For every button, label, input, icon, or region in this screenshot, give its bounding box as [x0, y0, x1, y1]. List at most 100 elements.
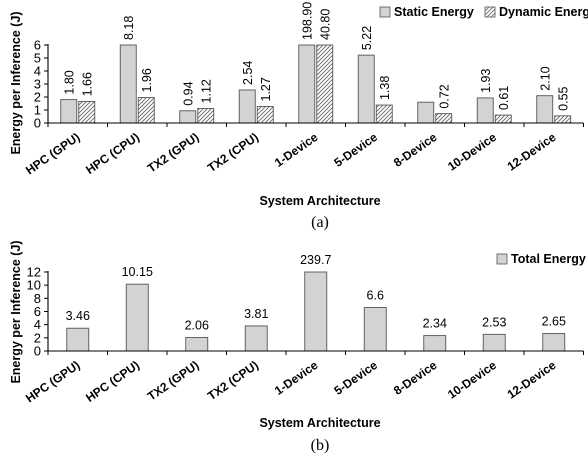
- a-y-tick-label: 6: [34, 38, 41, 53]
- chart-a-x-categories: HPC (GPU) HPC (CPU) TX2 (GPU) TX2 (CPU) 1-De…: [23, 130, 559, 178]
- legend-swatch-dynamic: [484, 6, 496, 18]
- b-bar-total-energy-hpc-cpu: [125, 283, 149, 352]
- b-data-label: 2.06: [185, 318, 209, 332]
- b-x-category-label: 10-Device: [445, 358, 499, 402]
- a-x-category-label: 12-Device: [505, 130, 559, 174]
- b-x-category-label: TX2 (GPU): [145, 358, 202, 404]
- b-bar-total-energy-tx2-cpu: [244, 325, 268, 352]
- caption-b: (b): [311, 437, 330, 454]
- a-data-label: 2.10: [538, 66, 552, 90]
- a-data-label: 1.80: [62, 70, 76, 94]
- chart-b-axes: [47, 271, 584, 355]
- chart-a-data-labels: 1.80 1.66 8.18 1.96 0.94 1.12 2.54 1.27 198.90 40…: [62, 2, 570, 111]
- legend-label-total: Total Energy: [511, 252, 586, 266]
- a-bar-dynamic-energy-hpc-cpu: [137, 97, 155, 124]
- a-x-category-label: 10-Device: [445, 130, 499, 174]
- chart-a-axes: [47, 44, 584, 127]
- b-bar-total-energy-5-device: [363, 307, 387, 352]
- b-data-label: 3.81: [244, 307, 268, 321]
- b-bar-total-energy-10-device: [482, 333, 506, 352]
- chart-b-x-axis-label: System Architecture: [259, 416, 380, 430]
- legend-swatch-static: [379, 6, 391, 18]
- b-y-tick-label: 2: [34, 330, 41, 345]
- b-bar-total-energy-tx2-gpu: [185, 336, 209, 352]
- b-x-category-label: HPC (GPU): [23, 358, 82, 405]
- a-x-category-label: 5-Device: [331, 130, 380, 170]
- a-x-category-label: HPC (CPU): [83, 130, 142, 177]
- a-y-tick-label: 1: [34, 103, 41, 118]
- a-data-label: 8.18: [122, 16, 136, 40]
- b-data-label: 2.34: [423, 317, 447, 331]
- a-bar-dynamic-energy-1-device: [316, 44, 334, 124]
- chart-b-y-axis-label: Energy per Inference (J): [9, 240, 23, 383]
- b-data-label: 239.7: [300, 253, 331, 267]
- chart-b-bars: [66, 271, 566, 352]
- chart-b-data-labels: 3.46 10.15 2.06 3.81 239.7 6.6 2.34 2.53 2.65: [66, 253, 566, 332]
- a-x-category-label: TX2 (CPU): [205, 130, 261, 175]
- chart-a-x-axis-label: System Architecture: [259, 194, 380, 208]
- b-y-tick-label: 10: [27, 278, 41, 293]
- b-y-tick-label: 0: [34, 344, 41, 359]
- a-bar-static-energy-8-device: [417, 101, 435, 124]
- a-x-category-label: 1-Device: [272, 130, 321, 170]
- b-bar-total-energy-12-device: [542, 333, 566, 352]
- a-data-label: 5.22: [360, 26, 374, 50]
- caption-a: (a): [311, 214, 329, 231]
- a-data-label: 1.38: [378, 76, 392, 100]
- legend-swatch-total: [496, 253, 508, 265]
- a-bar-static-energy-5-device: [357, 54, 375, 124]
- a-bar-static-energy-hpc-cpu: [119, 44, 137, 124]
- b-x-category-label: 8-Device: [391, 358, 440, 398]
- a-data-label: 2.54: [241, 61, 255, 85]
- chart-b-legend: Total Energy: [496, 252, 586, 266]
- a-bar-dynamic-energy-10-device: [494, 114, 512, 124]
- b-bar-total-energy-8-device: [423, 335, 447, 352]
- chart-a-y-axis-label: Energy per Inference (J): [9, 11, 23, 154]
- a-x-category-label: HPC (GPU): [23, 130, 82, 177]
- a-bar-static-energy-tx2-gpu: [179, 110, 197, 124]
- chart-a-legend: Static Energy Dynamic Energy: [379, 5, 588, 19]
- b-y-tick-label: 6: [34, 304, 41, 319]
- b-x-category-label: 12-Device: [505, 358, 559, 402]
- b-data-label: 2.53: [482, 315, 506, 329]
- b-y-tick-label: 8: [34, 291, 41, 306]
- a-x-category-label: TX2 (GPU): [145, 130, 202, 176]
- b-data-label: 6.6: [367, 289, 384, 303]
- legend-label-dynamic: Dynamic Energy: [499, 5, 588, 19]
- b-data-label: 10.15: [122, 265, 153, 279]
- a-bar-static-energy-tx2-cpu: [238, 89, 256, 124]
- a-bar-static-energy-12-device: [536, 95, 554, 124]
- a-y-tick-label: 0: [34, 116, 41, 131]
- a-y-tick-label: 3: [34, 77, 41, 92]
- b-bar-total-energy-1-device: [304, 271, 328, 352]
- a-data-label: 0.94: [181, 81, 195, 105]
- a-data-label: 1.93: [479, 69, 493, 93]
- a-y-tick-label: 4: [34, 64, 41, 79]
- a-bar-static-energy-hpc-gpu: [60, 99, 78, 124]
- a-bar-dynamic-energy-8-device: [435, 113, 453, 124]
- b-y-tick-label: 4: [34, 317, 41, 332]
- b-x-category-label: 1-Device: [272, 358, 321, 398]
- b-x-category-label: HPC (CPU): [83, 358, 142, 405]
- b-x-category-label: TX2 (CPU): [205, 358, 261, 403]
- a-data-label: 0.55: [556, 86, 570, 110]
- chart-a-bars: [60, 44, 572, 124]
- a-bar-dynamic-energy-tx2-cpu: [256, 106, 274, 124]
- a-data-label: 1.12: [199, 79, 213, 103]
- a-data-label: 0.61: [497, 86, 511, 110]
- a-data-label: 1.96: [140, 68, 154, 92]
- a-bar-dynamic-energy-5-device: [375, 104, 393, 124]
- b-data-label: 3.46: [66, 309, 90, 323]
- a-y-tick-label: 5: [34, 51, 41, 66]
- a-bar-dynamic-energy-hpc-gpu: [78, 100, 96, 124]
- b-bar-total-energy-hpc-gpu: [66, 327, 90, 352]
- a-data-label: 1.66: [80, 72, 94, 96]
- a-data-label: 40.80: [318, 9, 332, 40]
- a-data-label: 0.72: [437, 84, 451, 108]
- a-x-category-label: 8-Device: [391, 130, 440, 170]
